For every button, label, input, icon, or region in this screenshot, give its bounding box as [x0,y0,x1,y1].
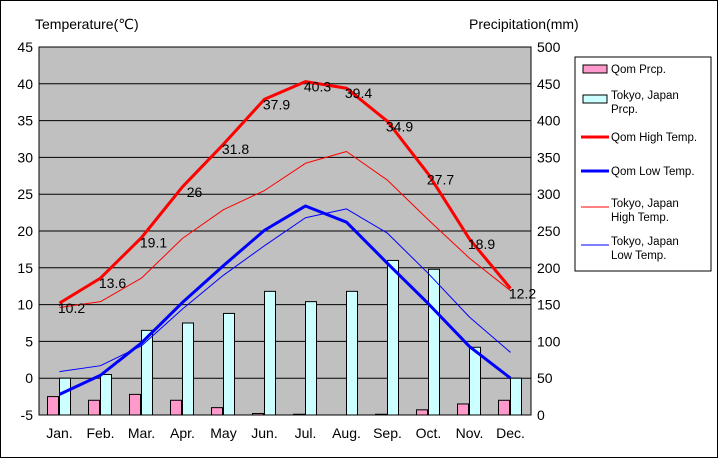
y-left-tick-label: 0 [25,370,33,386]
y-left-tick-label: 20 [17,223,33,239]
high-temp-data-label: 27.7 [427,171,454,187]
legend-tokyo-precip-label: Tokyo, Japan [611,90,679,102]
qom-precip-bar [252,413,264,416]
qom-low-temp-line [58,204,512,396]
qom-high-temp-line [58,80,512,305]
legend-tokyo-low-label: Low Temp. [611,250,666,262]
x-tick-label: Nov. [456,425,484,441]
y-right-tick-label: 100 [537,333,561,349]
qom-precip-bar [88,399,100,416]
x-tick-label: Mar. [128,425,155,441]
x-tick-label: Oct. [416,425,442,441]
x-tick-label: Apr. [170,425,195,441]
y-left-tick-label: 45 [17,39,33,55]
y-right-tick-label: 500 [537,39,561,55]
high-temp-data-label: 31.8 [222,141,249,157]
legend-box [574,56,712,272]
qom-precip-bar [170,399,182,416]
tokyo-precip-bar [100,374,112,416]
y-left-tick-label: 30 [17,149,33,165]
tokyo-precip-bar [59,377,71,416]
y-right-tick-label: 0 [537,407,545,423]
legend-tokyo-high-label: High Temp. [611,212,669,224]
tokyo-low-temp-line [59,208,511,373]
high-temp-data-label: 12.2 [509,285,536,301]
qom-precip-bar [416,409,428,416]
high-temp-data-label: 19.1 [140,235,167,251]
high-temp-data-label: 40.3 [304,79,331,95]
legend-tokyo-precip-swatch [582,94,608,104]
tokyo-precip-bar [305,301,317,416]
left-axis-title: Temperature(℃) [35,16,139,32]
y-right-tick-label: 150 [537,297,561,313]
y-right-tick-label: 50 [537,370,553,386]
high-temp-data-label: 13.6 [99,275,126,291]
right-axis-title: Precipitation(mm) [469,16,579,32]
qom-precip-bar [375,413,387,416]
legend-tokyo-low-label: Tokyo, Japan [611,236,679,248]
high-temp-data-label: 37.9 [263,96,290,112]
legend-tokyo-high-label: Tokyo, Japan [611,198,679,210]
high-temp-data-label: 34.9 [386,118,413,134]
x-tick-label: Dec. [496,425,525,441]
y-right-tick-label: 200 [537,260,561,276]
x-tick-label: May [210,425,236,441]
tokyo-precip-bar [182,322,194,416]
high-temp-data-label: 39.4 [345,85,372,101]
tokyo-precip-bar [387,259,399,416]
y-left-tick-label: 40 [17,76,33,92]
y-right-tick-label: 400 [537,113,561,129]
x-tick-label: Jul. [295,425,317,441]
high-temp-data-label: 10.2 [58,300,85,316]
x-tick-label: Feb. [86,425,114,441]
qom-precip-bar [47,396,59,416]
y-left-tick-label: 5 [25,333,33,349]
y-right-tick-label: 450 [537,76,561,92]
y-right-tick-label: 250 [537,223,561,239]
tokyo-precip-bar [223,312,235,416]
tokyo-high-temp-line [59,151,511,309]
x-tick-label: Sep. [373,425,402,441]
y-left-tick-label: 15 [17,260,33,276]
qom-precip-bar [457,403,469,416]
legend-qom-precip-label: Qom Prcp. [611,64,666,76]
qom-precip-bar [498,399,510,416]
qom-precip-bar [211,407,223,416]
x-tick-label: Jan. [46,425,72,441]
high-temp-data-label: 26 [187,184,203,200]
x-tick-label: Aug. [332,425,361,441]
y-left-tick-label: 25 [17,186,33,202]
tokyo-precip-bar [141,329,153,416]
legend-tokyo-precip-label: Prcp. [611,104,638,116]
legend-qom-low-label: Qom Low Temp. [611,166,695,178]
legend-qom-precip-swatch [582,64,608,74]
legend-qom-high-label: Qom High Temp. [611,132,697,144]
qom-precip-bar [293,413,305,416]
tokyo-precip-bar [346,290,358,416]
legend: Qom Prcp. Tokyo, Japan Prcp. Qom High Temp.… [574,56,712,272]
tokyo-precip-bar [510,377,522,416]
y-left-tick-label: 35 [17,113,33,129]
x-tick-label: Jun. [251,425,277,441]
y-left-tick-label: 10 [17,297,33,313]
high-temp-data-label: 18.9 [468,236,495,252]
tokyo-precip-bar [428,268,440,416]
qom-precip-bar [129,393,141,416]
tokyo-precip-bar [264,290,276,416]
y-right-tick-label: 350 [537,149,561,165]
tokyo-precip-bar [469,346,481,416]
y-left-tick-label: -5 [21,407,34,423]
plot-area: -505101520253035404505010015020025030035… [17,39,560,441]
y-right-tick-label: 300 [537,186,561,202]
